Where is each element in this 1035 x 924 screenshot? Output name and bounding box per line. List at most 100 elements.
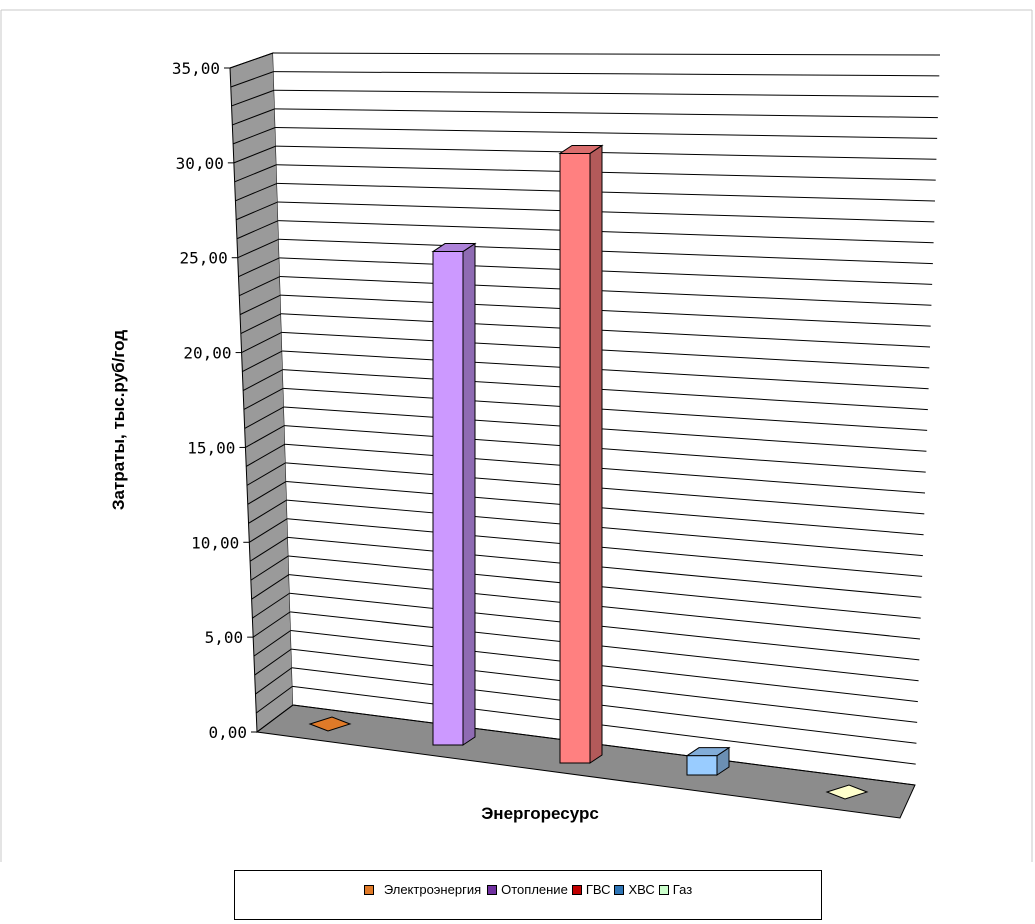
gridline-back: [276, 164, 936, 181]
legend-swatch: [571, 884, 582, 895]
bar-2-front: [432, 251, 464, 746]
gridline-side: [250, 555, 289, 581]
bar-5-cap: [825, 784, 869, 800]
gridline-side: [249, 518, 288, 543]
gridline-back: [275, 127, 938, 139]
gridline-back: [279, 257, 933, 285]
gridline-back: [283, 387, 928, 431]
legend-swatch: [614, 884, 625, 895]
gridline-side: [253, 630, 292, 657]
gridline-back: [274, 89, 939, 98]
legend-item: ХВС: [614, 882, 655, 897]
gridline-back: [275, 145, 937, 160]
gridline-back: [277, 201, 935, 223]
gridline-side: [252, 592, 290, 619]
gridline-back: [287, 536, 922, 598]
gridline-back: [283, 406, 927, 452]
x-axis-title: Энергоресурс: [481, 804, 599, 823]
gridline-back: [286, 480, 924, 536]
gridline-back: [282, 369, 928, 411]
bar-3-front: [559, 152, 591, 764]
gridline-back: [281, 331, 930, 369]
bar-5: [825, 784, 869, 800]
gridline-side: [235, 201, 278, 221]
gridline-back: [273, 71, 940, 77]
bar-1-cap: [308, 716, 352, 732]
bar-2-top: [431, 243, 477, 253]
gridline-side: [231, 89, 275, 107]
gridline-back: [280, 294, 931, 327]
gridline-side: [247, 481, 287, 505]
gridline-side: [245, 443, 286, 467]
y-tick-labels: 0,00 5,00 10,00 15,00 20,00 25,00 30,00 35,00: [172, 59, 257, 742]
y-tick-label: 30,00: [176, 154, 224, 173]
gridline-back: [282, 350, 929, 390]
gridline-back: [278, 238, 933, 265]
gridline-side: [249, 536, 289, 562]
gridline-back: [288, 574, 921, 640]
gridline-side: [233, 145, 277, 164]
gridline-side: [232, 108, 275, 126]
back-wall: [273, 53, 940, 785]
bar-3-side: [589, 144, 603, 764]
gridline-back: [284, 443, 926, 494]
bars: [308, 144, 869, 800]
gridline-side: [240, 313, 282, 335]
bar-4-front: [686, 755, 718, 776]
gridline-side: [246, 462, 286, 486]
legend-label: ХВС: [628, 882, 655, 897]
legend-label: ГВС: [585, 882, 611, 897]
bar-2: [431, 242, 477, 746]
gridline-back: [290, 611, 919, 682]
gridline-back: [280, 313, 931, 348]
gridline-back: [291, 667, 917, 744]
bar-3-top: [558, 144, 604, 154]
gridline-back: [279, 276, 932, 306]
gridline-back: [274, 108, 938, 119]
y-tick-label: 0,00: [208, 723, 247, 742]
legend-label: Электроэнергия: [383, 882, 482, 897]
gridline-side: [235, 182, 278, 202]
bar-3: [558, 144, 604, 764]
gridline-back: [287, 518, 923, 577]
legend-item: Газ: [658, 882, 693, 897]
y-axis-title: Затраты, тыс.руб/год: [109, 330, 128, 510]
bar-2-side: [462, 242, 476, 746]
gridline-side: [239, 294, 281, 316]
gridline-back: [286, 499, 923, 557]
legend-swatch: [658, 884, 669, 895]
legend-label: Газ: [672, 882, 693, 897]
gridline-back: [276, 182, 936, 202]
legend-item: Отопление: [487, 882, 568, 897]
bar-4: [685, 746, 731, 776]
gridline-back: [289, 592, 920, 661]
legend-item: Электроэнергия: [363, 882, 482, 897]
gridline-side: [229, 52, 274, 69]
gridline-side: [243, 387, 284, 410]
y-tick-label: 35,00: [172, 59, 220, 78]
gridline-side: [245, 425, 285, 448]
gridline-side: [242, 369, 283, 391]
gridline-side: [242, 350, 283, 372]
gridline-back: [285, 462, 925, 515]
y-tick-label: 25,00: [180, 249, 228, 268]
gridline-side: [232, 127, 276, 145]
gridline-back: [288, 555, 921, 619]
gridline-back: [278, 220, 934, 244]
y-tick-label: 15,00: [187, 438, 235, 457]
gridline-back: [290, 629, 918, 703]
gridline-back: [272, 52, 941, 56]
gridline-side: [236, 220, 279, 240]
y-tick-label: 10,00: [191, 533, 239, 552]
gridline-back: [292, 685, 916, 765]
gridline-back: [292, 704, 916, 786]
gridline-side: [254, 648, 292, 676]
legend-item: ГВС: [571, 882, 611, 897]
legend-label: Отопление: [501, 882, 568, 897]
gridline-side: [237, 238, 279, 259]
gridline-side: [239, 276, 281, 297]
gridline-back: [291, 648, 918, 723]
gridline-side: [241, 331, 282, 354]
legend-swatch: [487, 884, 498, 895]
